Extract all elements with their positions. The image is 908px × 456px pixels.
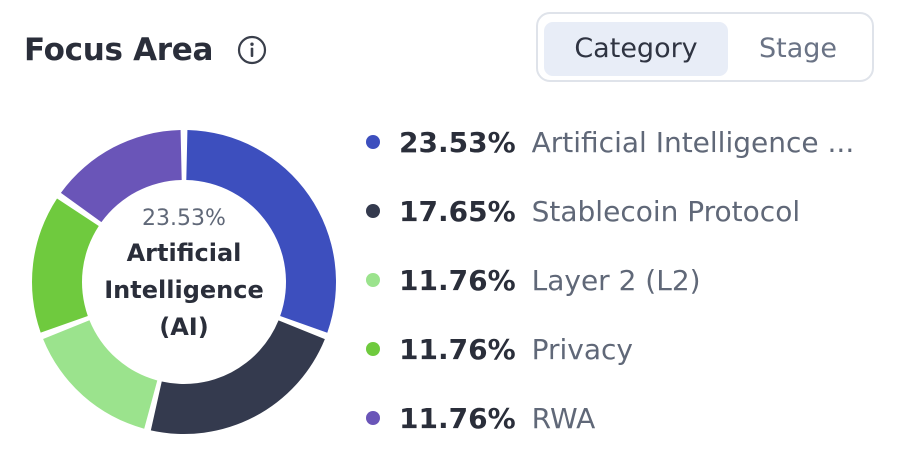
legend-percent: 17.65%: [399, 194, 516, 228]
legend-dot: [366, 342, 380, 356]
center-percent: 23.53%: [142, 206, 226, 231]
donut-slice[interactable]: [186, 130, 336, 333]
legend-dot: [366, 204, 380, 218]
legend-item[interactable]: 11.76% Privacy: [366, 319, 886, 379]
donut-slice[interactable]: [150, 320, 325, 434]
legend-label: Stablecoin Protocol: [531, 194, 801, 228]
legend-item[interactable]: 11.76% Layer 2 (L2): [366, 250, 886, 310]
view-toggle: Category Stage: [536, 12, 874, 82]
tab-category[interactable]: Category: [544, 22, 728, 76]
donut-slice[interactable]: [60, 130, 182, 223]
legend-label: Layer 2 (L2): [531, 263, 701, 297]
legend-item[interactable]: 23.53% Artificial Intelligence ...: [366, 112, 886, 172]
legend-item[interactable]: 11.76% RWA: [366, 388, 886, 448]
legend-item[interactable]: 17.65% Stablecoin Protocol: [366, 181, 886, 241]
center-label: Artificial Intelligence (AI): [104, 239, 264, 341]
legend-label: Privacy: [531, 332, 634, 366]
legend-label: RWA: [531, 401, 596, 435]
donut-svg: [32, 130, 336, 434]
legend-dot: [366, 135, 380, 149]
legend-percent: 23.53%: [399, 125, 516, 159]
donut-chart: 23.53% Artificial Intelligence (AI): [24, 122, 344, 442]
donut-center: 23.53% Artificial Intelligence (AI): [24, 122, 344, 442]
tab-stage[interactable]: Stage: [758, 33, 838, 64]
legend-dot: [366, 411, 380, 425]
header: Focus Area: [24, 22, 267, 78]
page-title: Focus Area: [24, 32, 214, 68]
legend-percent: 11.76%: [399, 401, 516, 435]
info-icon[interactable]: [237, 35, 267, 65]
legend-label: Artificial Intelligence ...: [531, 125, 855, 159]
legend-percent: 11.76%: [399, 332, 516, 366]
legend-dot: [366, 273, 380, 287]
donut-slice[interactable]: [32, 198, 99, 333]
legend-percent: 11.76%: [399, 263, 516, 297]
donut-slice[interactable]: [43, 320, 158, 429]
